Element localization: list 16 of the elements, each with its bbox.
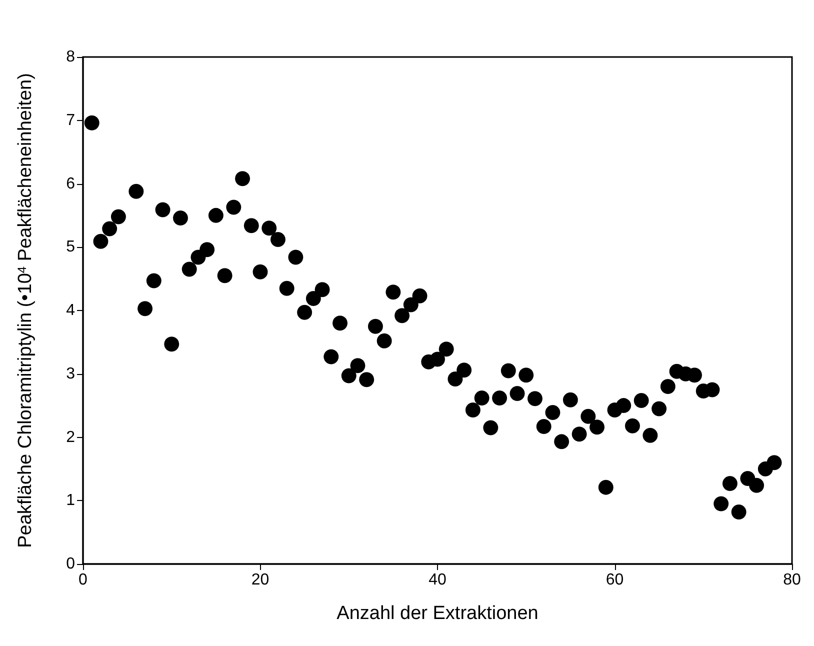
x-tick-label: 20 [251, 572, 270, 588]
y-tick-label: 6 [66, 175, 76, 192]
x-axis-title: Anzahl der Extraktionen [336, 603, 538, 624]
x-tick-label: 40 [428, 572, 446, 588]
y-tick-label: 1 [66, 492, 76, 510]
y-tick-label: 7 [66, 112, 76, 129]
y-tick-label: 8 [66, 48, 76, 66]
y-tick-label: 4 [66, 302, 76, 319]
x-tick-label: 0 [78, 572, 88, 588]
y-tick-label: 2 [66, 428, 76, 446]
y-tick-label: 5 [66, 238, 76, 256]
y-axis-title: Peakfläche Chloramitriptylin (•104 Peakflächeneinheiten) [15, 73, 36, 548]
y-tick-label: 0 [66, 556, 76, 572]
y-tick-label: 3 [66, 365, 76, 382]
x-tick-label: 80 [783, 572, 801, 588]
x-tick-label: 60 [606, 572, 624, 588]
